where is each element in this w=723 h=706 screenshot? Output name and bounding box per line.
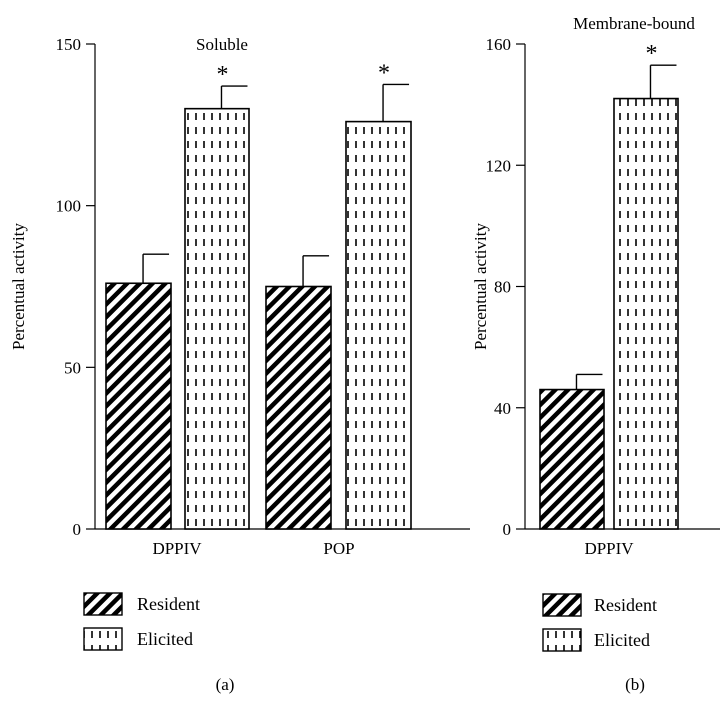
legend-label-resident: Resident (594, 595, 657, 615)
legend-label-resident: Resident (137, 594, 200, 614)
chart-title: Soluble (196, 35, 248, 54)
legend-swatch-elicited (542, 628, 582, 652)
legend-label-elicited: Elicited (137, 629, 193, 649)
y-tick-label: 50 (64, 358, 81, 377)
y-tick-label: 80 (494, 278, 511, 297)
bar-resident-dppiv (105, 282, 172, 530)
chart-panel-b: 0 40 80 120 160 Percentual activity Membrane-b… (471, 14, 720, 694)
x-tick-label: POP (323, 539, 354, 558)
y-tick-label: 160 (486, 35, 512, 54)
bar-elicited-dppiv (613, 97, 679, 530)
panel-label: (a) (216, 675, 235, 694)
panel-label: (b) (625, 675, 645, 694)
y-tick-label: 100 (56, 197, 82, 216)
x-tick-label: DPPIV (584, 539, 634, 558)
legend-swatch-resident (542, 593, 582, 617)
y-axis-label: Percentual activity (9, 223, 28, 350)
significance-marker: * (645, 41, 657, 67)
y-tick-label: 0 (73, 520, 82, 539)
y-tick-label: 120 (486, 156, 512, 175)
chart-title: Membrane-bound (573, 14, 695, 33)
y-axis-label: Percentual activity (471, 223, 490, 350)
legend-label-elicited: Elicited (594, 630, 650, 650)
y-tick-label: 0 (503, 520, 512, 539)
bar-elicited-dppiv (184, 107, 250, 530)
bar-resident-pop (265, 285, 332, 530)
chart-panel-a: 0 50 100 150 Percentual activity Soluble * DPPI… (9, 35, 470, 694)
bar-elicited-pop (345, 120, 412, 530)
x-tick-label: DPPIV (152, 539, 202, 558)
significance-marker: * (378, 60, 390, 86)
legend-swatch-resident (83, 592, 123, 616)
y-tick-label: 40 (494, 399, 511, 418)
y-tick-label: 150 (56, 35, 82, 54)
bar-resident-dppiv (539, 388, 605, 530)
legend-swatch-elicited (83, 627, 123, 651)
significance-marker: * (216, 62, 228, 88)
